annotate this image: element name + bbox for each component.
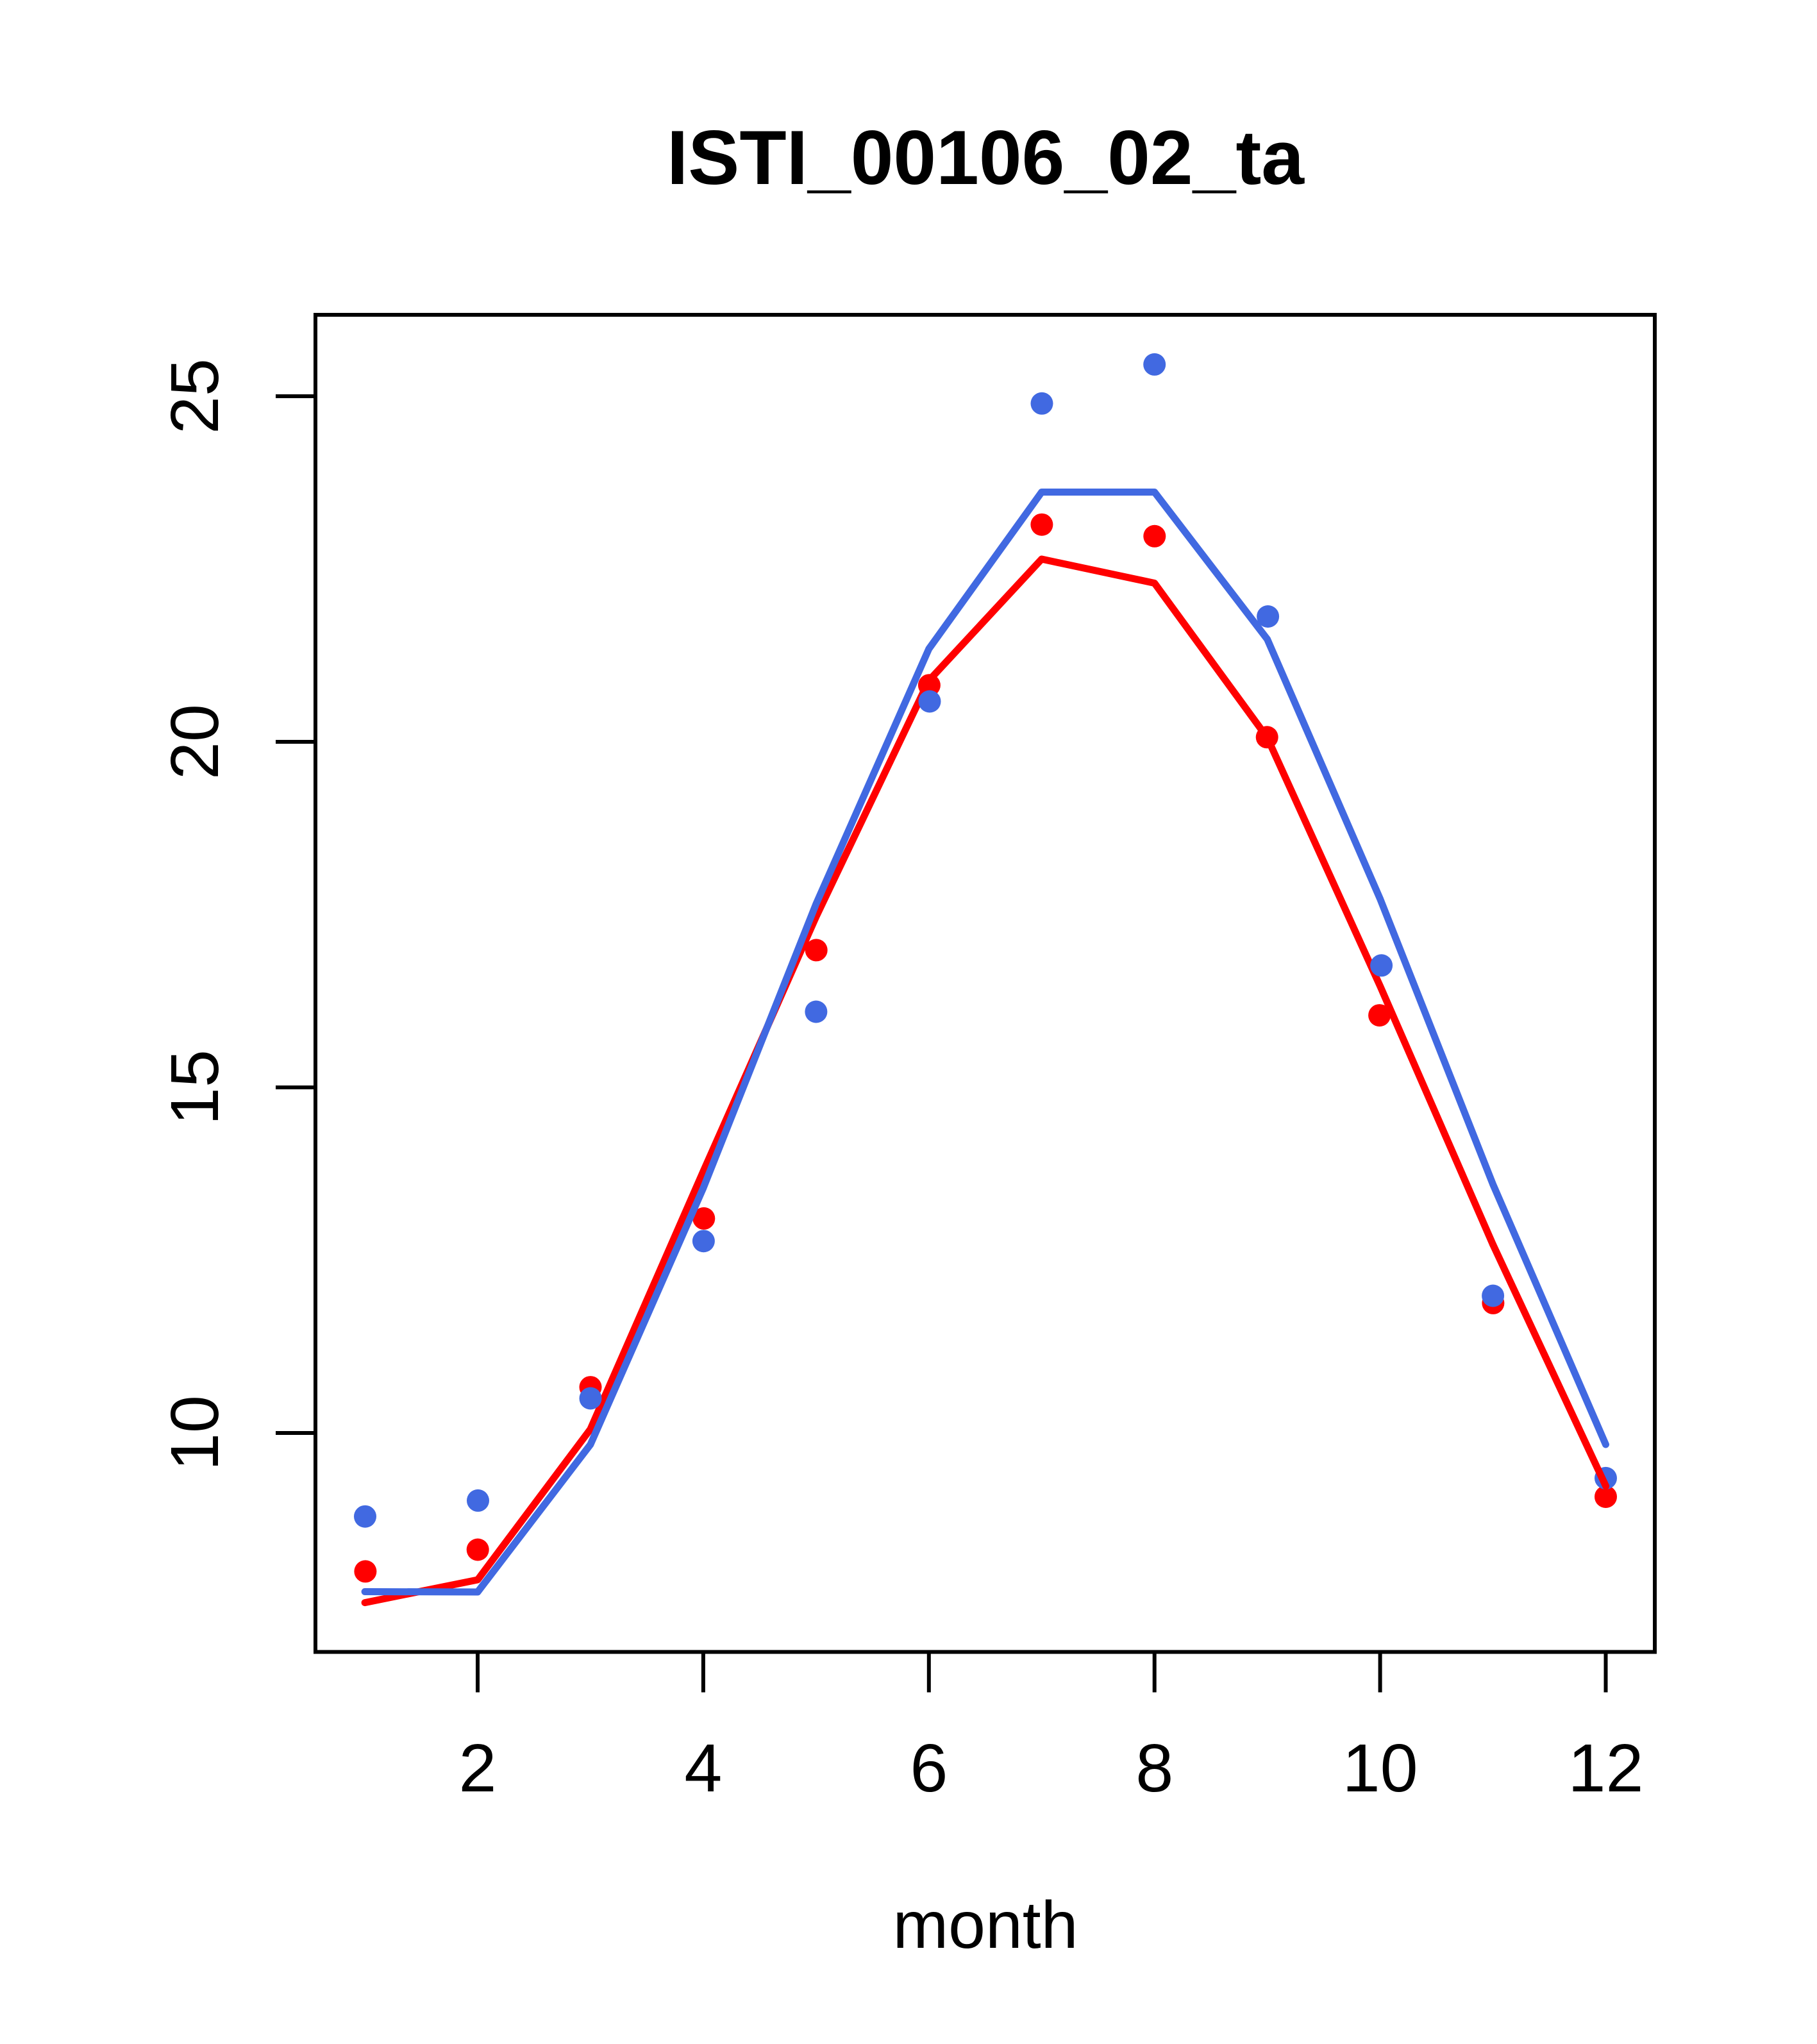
svg-text:ISTI_00106_02_ta: ISTI_00106_02_ta (667, 115, 1305, 201)
svg-text:2: 2 (459, 1730, 497, 1806)
svg-text:6: 6 (910, 1730, 948, 1806)
svg-text:10: 10 (157, 1395, 233, 1471)
svg-text:4: 4 (684, 1730, 722, 1806)
svg-text:10: 10 (1343, 1730, 1418, 1806)
svg-text:month: month (892, 1888, 1078, 1963)
svg-text:25: 25 (157, 358, 233, 434)
svg-text:8: 8 (1135, 1730, 1173, 1806)
svg-text:12: 12 (1568, 1730, 1644, 1806)
svg-text:20: 20 (157, 704, 233, 780)
svg-text:15: 15 (157, 1050, 233, 1125)
